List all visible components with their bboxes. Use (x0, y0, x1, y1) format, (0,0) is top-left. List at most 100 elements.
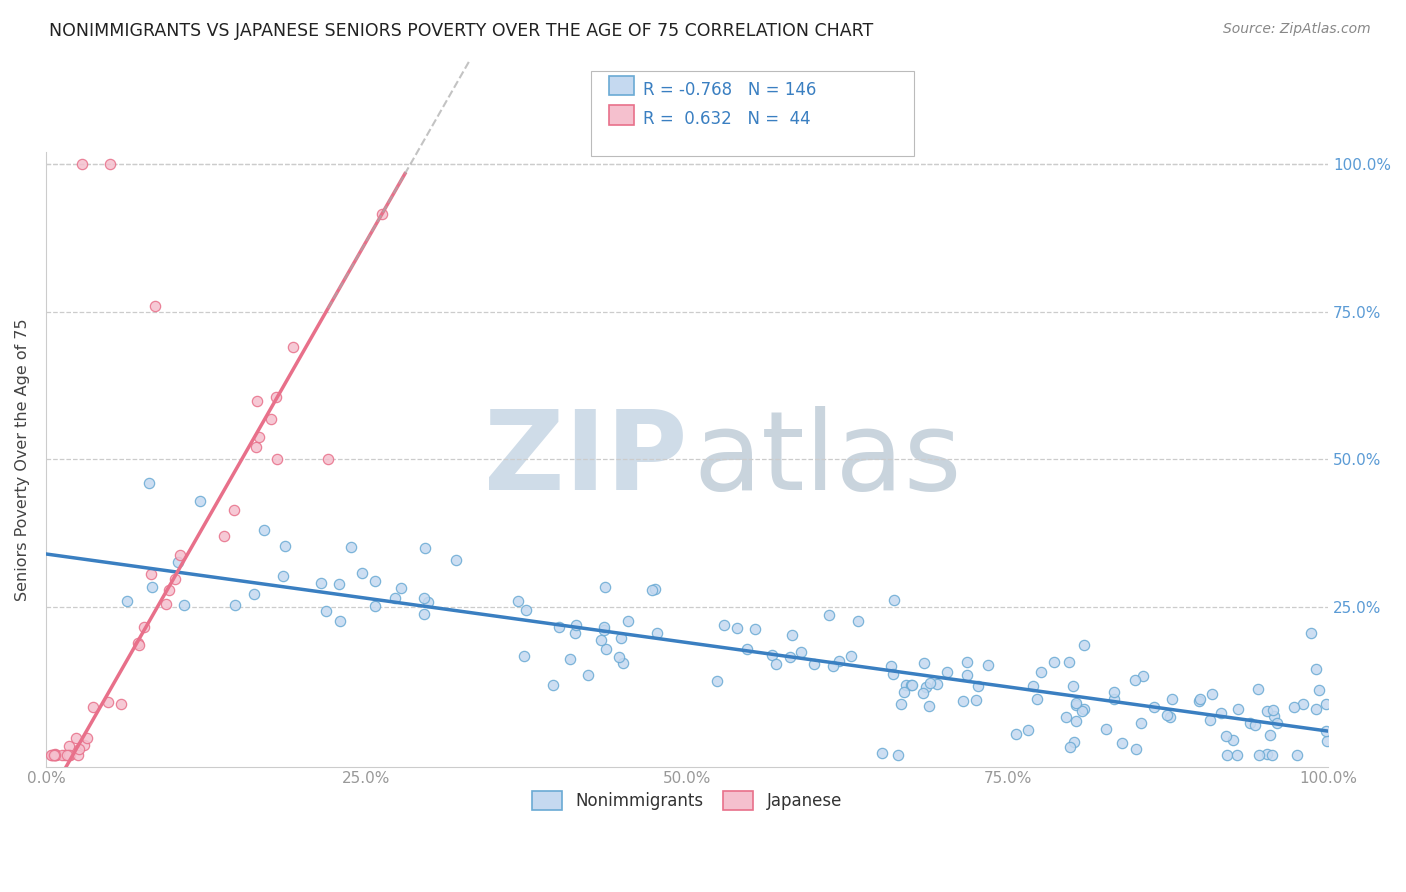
Point (173, 599, 195, 613)
Point (1102, 685, 1125, 699)
Point (1256, 747, 1278, 762)
Point (163, 572, 186, 586)
Point (224, 502, 246, 516)
Point (1064, 696, 1087, 710)
Point (1226, 747, 1249, 762)
Point (44, 747, 66, 762)
Point (1129, 716, 1152, 731)
Point (66, 747, 89, 762)
Point (44, 747, 66, 761)
Point (266, 452, 288, 467)
Point (828, 653, 851, 667)
Point (157, 582, 180, 597)
Point (110, 697, 132, 711)
Point (253, 524, 276, 538)
Point (911, 686, 934, 700)
Point (607, 650, 630, 665)
Point (1029, 665, 1052, 679)
Point (1125, 742, 1147, 756)
Text: atlas: atlas (693, 406, 962, 513)
Point (328, 577, 350, 591)
Point (245, 440, 267, 454)
Point (188, 493, 211, 508)
Point (371, 207, 394, 221)
Point (44, 747, 66, 762)
Point (612, 656, 634, 670)
Point (1308, 683, 1330, 698)
Point (350, 566, 373, 580)
Point (565, 617, 588, 632)
Point (1258, 728, 1281, 742)
Point (1305, 702, 1327, 716)
Point (155, 597, 177, 611)
Point (725, 621, 748, 635)
Point (271, 569, 294, 583)
Point (384, 591, 406, 605)
Point (1315, 697, 1337, 711)
Point (127, 636, 149, 650)
Point (894, 678, 917, 692)
Point (1201, 687, 1223, 701)
Point (413, 607, 436, 621)
Point (1299, 625, 1322, 640)
Point (645, 626, 668, 640)
Point (591, 632, 613, 647)
Point (846, 614, 869, 628)
Point (1215, 747, 1237, 762)
Point (839, 649, 862, 664)
Point (1159, 710, 1181, 724)
Point (1261, 703, 1284, 717)
Point (169, 548, 191, 562)
Point (128, 638, 150, 652)
Point (706, 673, 728, 688)
Point (965, 693, 987, 707)
Point (936, 665, 959, 679)
Point (1073, 638, 1095, 652)
Point (1025, 691, 1047, 706)
Point (1243, 718, 1265, 732)
Point (900, 678, 922, 692)
Point (779, 650, 801, 665)
Point (1188, 694, 1211, 708)
Point (765, 657, 787, 671)
Point (1263, 708, 1285, 723)
Point (617, 615, 640, 629)
Point (882, 667, 904, 681)
Point (1123, 673, 1146, 687)
Point (1261, 747, 1284, 762)
Point (45, 747, 67, 762)
Point (915, 680, 938, 694)
Point (1102, 692, 1125, 706)
Point (790, 645, 813, 659)
Point (977, 658, 1000, 673)
Point (242, 587, 264, 601)
Point (1161, 692, 1184, 706)
Point (260, 411, 283, 425)
Text: R = -0.768   N = 146: R = -0.768 N = 146 (643, 81, 815, 99)
Point (266, 390, 288, 404)
Point (316, 452, 339, 467)
Point (1064, 714, 1087, 728)
Text: R =  0.632   N =  44: R = 0.632 N = 44 (643, 110, 810, 128)
Point (1054, 709, 1077, 723)
Point (1132, 669, 1154, 683)
Point (1292, 697, 1315, 711)
Point (887, 747, 910, 762)
Point (761, 648, 783, 663)
Point (246, 393, 269, 408)
Point (1316, 734, 1339, 748)
Text: Source: ZipAtlas.com: Source: ZipAtlas.com (1223, 22, 1371, 37)
Point (1215, 729, 1237, 743)
Point (513, 648, 536, 663)
Point (1070, 704, 1092, 718)
Point (548, 620, 571, 634)
Point (1247, 682, 1270, 697)
Point (413, 541, 436, 555)
Point (515, 603, 537, 617)
Point (224, 598, 246, 612)
Point (564, 626, 586, 640)
Point (1022, 679, 1045, 693)
Point (901, 678, 924, 692)
Point (1143, 700, 1166, 714)
Point (818, 607, 841, 622)
